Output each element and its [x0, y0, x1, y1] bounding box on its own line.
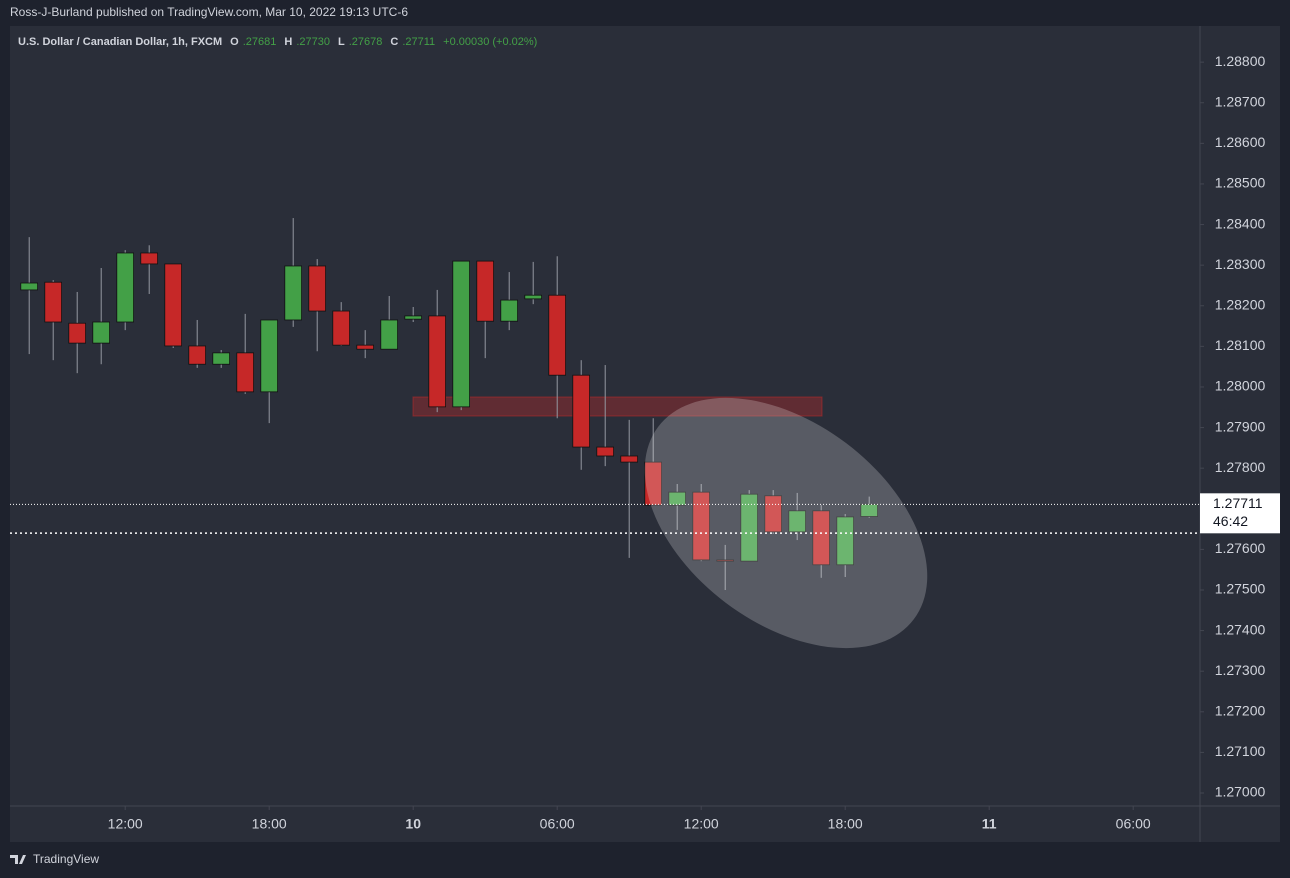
candle-body — [836, 516, 854, 566]
candle-body — [860, 503, 878, 517]
x-tick-label: 18:00 — [252, 816, 287, 832]
chart-title: U.S. Dollar / Canadian Dollar, 1h, FXCM — [18, 36, 222, 48]
y-tick-label: 1.28100 — [1215, 337, 1266, 353]
y-tick-label: 1.28400 — [1215, 215, 1266, 231]
candle-body — [20, 282, 38, 291]
legend-value: .27681 — [243, 36, 277, 48]
y-tick-label: 1.27000 — [1215, 784, 1266, 800]
x-tick-label: 06:00 — [540, 816, 575, 832]
candle-body — [308, 265, 326, 312]
countdown: 46:42 — [1213, 513, 1248, 529]
candle-body — [452, 260, 470, 408]
candle-body — [716, 559, 734, 562]
y-tick-label: 1.28000 — [1215, 378, 1266, 394]
y-tick-label: 1.28300 — [1215, 256, 1266, 272]
y-tick-label: 1.27200 — [1215, 703, 1266, 719]
y-tick-label: 1.27400 — [1215, 621, 1266, 637]
candle-body — [548, 294, 566, 376]
y-tick-label: 1.27900 — [1215, 418, 1266, 434]
x-tick-label: 18:00 — [828, 816, 863, 832]
candle-body — [260, 319, 278, 393]
candle-body — [140, 252, 159, 265]
chart-panel — [10, 26, 1280, 842]
candle-body — [212, 352, 231, 365]
candle-body — [764, 495, 782, 533]
candle-body — [284, 265, 302, 321]
candle-body — [404, 315, 422, 320]
y-tick-label: 1.28200 — [1215, 296, 1266, 312]
y-tick-label: 1.28800 — [1215, 53, 1266, 69]
candle-body — [236, 352, 255, 393]
candle-body — [668, 491, 686, 506]
ohlc-legend: O .27681 H .27730 L .27678 C .27711 +0.00030 (+0… — [230, 36, 537, 48]
highlight-ellipse — [644, 397, 928, 649]
y-tick-label: 1.27600 — [1215, 540, 1266, 556]
candle-body — [788, 510, 806, 533]
candle-body — [164, 263, 183, 347]
candle-body — [572, 374, 590, 448]
candle-body — [44, 281, 62, 323]
attribution: Ross-J-Burland published on TradingView.… — [10, 5, 408, 19]
y-tick-label: 1.27800 — [1215, 459, 1266, 475]
legend-value: .27730 — [296, 36, 330, 48]
candle-body — [380, 319, 398, 350]
candle-body — [428, 315, 446, 408]
y-tick-label: 1.27500 — [1215, 581, 1266, 597]
candle-body — [692, 491, 710, 561]
candle-body — [524, 294, 542, 300]
zone-rectangle — [412, 396, 823, 417]
legend-key: O — [230, 36, 239, 48]
legend-change: +0.00030 (+0.02%) — [443, 36, 537, 48]
candle-body — [812, 510, 830, 566]
legend-key: H — [284, 36, 292, 48]
y-tick-label: 1.28600 — [1215, 134, 1266, 150]
candle-body — [356, 344, 374, 350]
plot — [20, 218, 878, 590]
candle-body — [332, 310, 350, 346]
x-tick-label: 11 — [982, 816, 997, 832]
last-price-label: 1.27711 — [1213, 495, 1263, 511]
y-tick-label: 1.27100 — [1215, 743, 1266, 759]
y-tick-label: 1.27300 — [1215, 662, 1266, 678]
candle-body — [188, 345, 207, 365]
candle-body — [92, 321, 111, 344]
candle-body — [116, 252, 135, 323]
legend-key: C — [390, 36, 398, 48]
candle-body — [620, 455, 638, 463]
x-tick-label: 12:00 — [684, 816, 719, 832]
x-tick-label: 10 — [405, 816, 421, 832]
legend-value: .27678 — [349, 36, 383, 48]
y-tick-label: 1.28500 — [1215, 175, 1266, 191]
candle-body — [500, 299, 518, 322]
candle-body — [596, 446, 614, 457]
legend-value: .27711 — [402, 36, 435, 48]
x-tick-label: 06:00 — [1116, 816, 1151, 832]
candle-body — [740, 493, 758, 562]
footer: TradingView — [33, 852, 99, 866]
footer-logo — [10, 855, 26, 864]
candle-body — [644, 461, 662, 506]
y-tick-label: 1.28700 — [1215, 93, 1266, 109]
candle-body — [68, 322, 87, 344]
x-tick-label: 12:00 — [108, 816, 143, 832]
candle-body — [476, 260, 494, 322]
last-price-box — [1200, 493, 1280, 534]
legend-key: L — [338, 36, 345, 48]
